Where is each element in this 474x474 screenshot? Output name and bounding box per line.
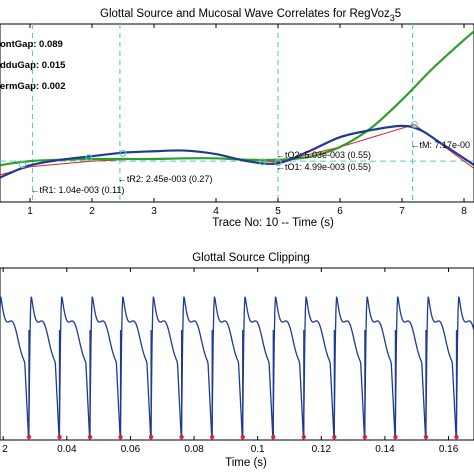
xtick-label: 6 xyxy=(337,206,343,217)
clip-marker xyxy=(179,434,184,440)
xtick-label: 7 xyxy=(399,206,405,217)
chart-top-title: Glottal Source and Mucosal Wave Correlat… xyxy=(100,8,401,23)
xtick-label: 4 xyxy=(213,206,219,217)
clip-marker xyxy=(332,434,337,440)
clip-marker xyxy=(423,434,429,440)
clip-marker xyxy=(57,434,62,440)
xtick-label: 3 xyxy=(151,206,157,217)
clip-marker xyxy=(301,434,307,440)
xtick-label: 8 xyxy=(461,206,467,217)
chart-bottom-frame xyxy=(0,267,474,441)
annotation-label: ←tO1: 4.99e-003 (0.55) xyxy=(276,162,371,172)
annotation-label: ←tR2: 2.45e-003 (0.27) xyxy=(118,174,213,184)
annotation-label: ←tM: 7.17e-00 xyxy=(411,140,471,150)
xtick-label: 5 xyxy=(275,206,281,217)
chart-bottom-title: Glottal Source Clipping xyxy=(192,252,310,264)
chart-top-plot-area xyxy=(0,24,474,202)
series-line-green xyxy=(0,29,474,167)
chart-bottom-xlabel: Time (s) xyxy=(225,457,267,469)
chart-bottom-plot-area xyxy=(0,296,474,440)
clip-marker xyxy=(209,434,215,440)
chart-top-annotations: ←tR1: 1.04e-003 (0.11)←tR2: 2.45e-003 (0… xyxy=(30,140,470,195)
stat-line: ermGap: 0.002 xyxy=(0,81,65,92)
clip-marker xyxy=(393,434,398,440)
marker-point xyxy=(119,149,127,157)
clip-marker xyxy=(148,434,154,440)
marker-point xyxy=(85,154,93,162)
marker-point xyxy=(410,120,418,128)
chart-top-stats: ontGap: 0.089 dduGap: 0.015 ermGap: 0.002 xyxy=(0,39,66,92)
chart-bottom: Glottal Source Clipping 2 0.04 0.06 0.08 0.1… xyxy=(0,252,474,469)
xtick-label: 0.12 xyxy=(312,444,332,455)
marker-point xyxy=(259,158,266,166)
chart-top-xticks: 1 2 3 4 5 6 7 8 xyxy=(27,24,467,217)
annotation-label: ←tR1: 1.04e-003 (0.11) xyxy=(30,185,124,195)
xtick-label: 0.16 xyxy=(439,444,459,455)
clip-marker xyxy=(26,434,32,440)
clip-marker xyxy=(362,434,368,440)
xtick-label: 0.04 xyxy=(57,444,77,455)
xtick-label: 1 xyxy=(27,206,33,217)
xtick-label: 0.08 xyxy=(184,444,204,455)
stat-line: ontGap: 0.089 xyxy=(0,39,63,50)
xtick-label: 0.1 xyxy=(251,444,265,455)
clip-marker xyxy=(87,434,93,440)
annotation-label: ←tO2: 5.03e-003 (0.55) xyxy=(276,150,371,160)
clip-marker xyxy=(271,434,276,440)
clip-marker xyxy=(454,434,459,440)
xtick-label: 2 xyxy=(89,206,95,217)
xtick-label: 0.14 xyxy=(375,444,395,455)
chart-top-frame xyxy=(0,23,474,203)
marker-point xyxy=(19,161,27,169)
xtick-label: 0.06 xyxy=(121,444,141,455)
marker-point xyxy=(274,159,282,167)
chart-bottom-xticks: 2 0.04 0.06 0.08 0.1 0.12 0.14 0.16 xyxy=(2,268,459,455)
series-line-glottal xyxy=(0,296,474,440)
stat-line: dduGap: 0.015 xyxy=(0,60,66,71)
series-line-blue xyxy=(0,124,474,179)
chart-top: Glottal Source and Mucosal Wave Correlat… xyxy=(0,8,474,229)
series-line-red xyxy=(0,123,474,176)
xtick-label: 2 xyxy=(2,444,8,455)
chart-top-xlabel: Trace No: 10 -- Time (s) xyxy=(212,217,334,229)
clip-marker xyxy=(118,434,123,440)
clip-marker xyxy=(240,434,245,440)
